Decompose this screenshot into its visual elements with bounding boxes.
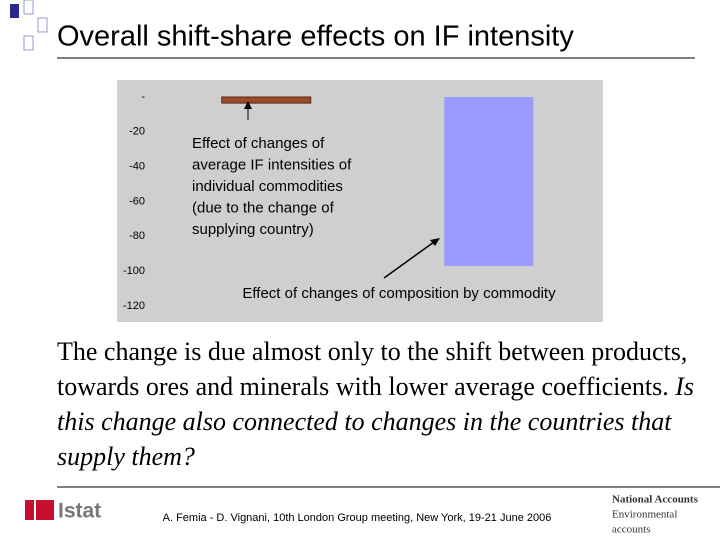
body-text: The change is due almost only to the shi… — [57, 334, 697, 474]
y-tick-label: - — [141, 91, 145, 103]
y-tick-label: -100 — [123, 265, 145, 277]
body-italic: Is this change also connected to changes… — [57, 372, 695, 471]
annotation: Effect of changes of composition by comm… — [242, 285, 556, 302]
annotation: average IF intensities of — [192, 156, 352, 173]
annotation: individual commodities — [192, 178, 343, 195]
logo-mark — [25, 500, 34, 520]
arrow-head — [244, 101, 252, 109]
citation: A. Femia - D. Vignani, 10th London Group… — [163, 512, 552, 524]
decor — [23, 35, 34, 51]
plot: - -20 -40 -60 -80 -100 -120 Effect of changes o… — [123, 91, 556, 312]
arrow-head — [430, 238, 440, 246]
slide-title: Overall shift-share effects on IF intens… — [57, 21, 574, 53]
unit: National Accounts — [612, 494, 699, 506]
y-tick-label: -20 — [129, 126, 145, 138]
y-tick-label: -80 — [129, 230, 145, 242]
subunit: Environmental — [612, 509, 677, 521]
annotation: Effect of changes of — [192, 135, 325, 152]
y-tick-label: -60 — [129, 195, 145, 207]
decor — [10, 4, 19, 18]
subunit: accounts — [612, 524, 650, 536]
bar — [221, 96, 312, 104]
arrow — [383, 241, 435, 279]
logo-mark — [36, 500, 54, 520]
annotation: (due to the change of — [192, 199, 335, 216]
annotation: supplying country) — [192, 221, 314, 238]
decor — [23, 0, 34, 15]
y-tick-label: -40 — [129, 161, 145, 173]
logo-text: Istat — [58, 500, 101, 523]
y-tick-label: -120 — [123, 300, 145, 312]
body-normal: The change is due almost only to the shi… — [57, 337, 688, 401]
bar — [444, 97, 534, 266]
decor — [37, 17, 48, 33]
